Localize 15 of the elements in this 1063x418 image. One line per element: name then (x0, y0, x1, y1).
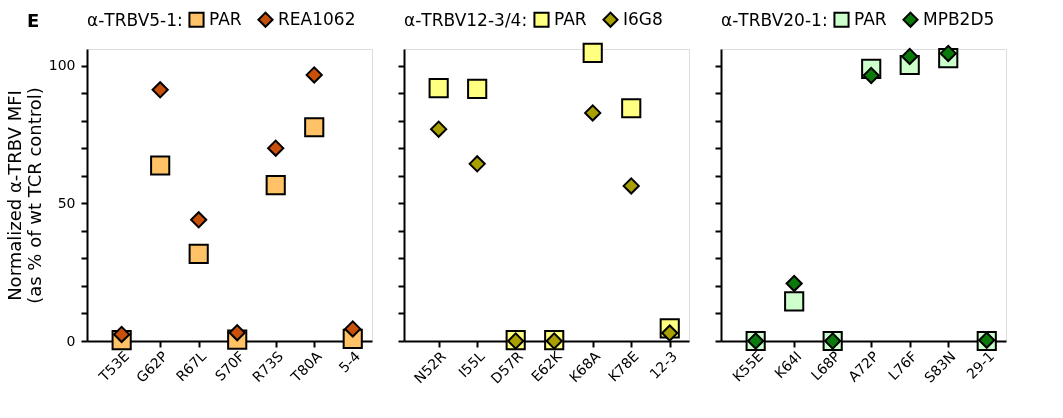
legend-label: PAR (209, 8, 242, 29)
legend-title: α-TRBV5-1: (87, 10, 183, 30)
legend-title: α-TRBV20-1: (721, 10, 828, 30)
y-tick-label: 50 (57, 194, 76, 211)
y-tick-label: 100 (48, 57, 76, 74)
legend-title: α-TRBV12-3/4: (404, 10, 528, 30)
legend-label: PAR (854, 8, 887, 29)
y-axis-title: Normalized α-TRBV MFI (as % of wt TCR control) (3, 87, 45, 304)
x-tick-label: 5-4 (335, 348, 364, 376)
legend-label: I6G8 (623, 8, 663, 29)
legend-label: PAR (554, 8, 587, 29)
legend-label: REA1062 (278, 8, 356, 29)
y-tick-label: 0 (66, 332, 76, 349)
legend-label: MPB2D5 (923, 8, 995, 29)
chart-title: E (27, 9, 40, 31)
